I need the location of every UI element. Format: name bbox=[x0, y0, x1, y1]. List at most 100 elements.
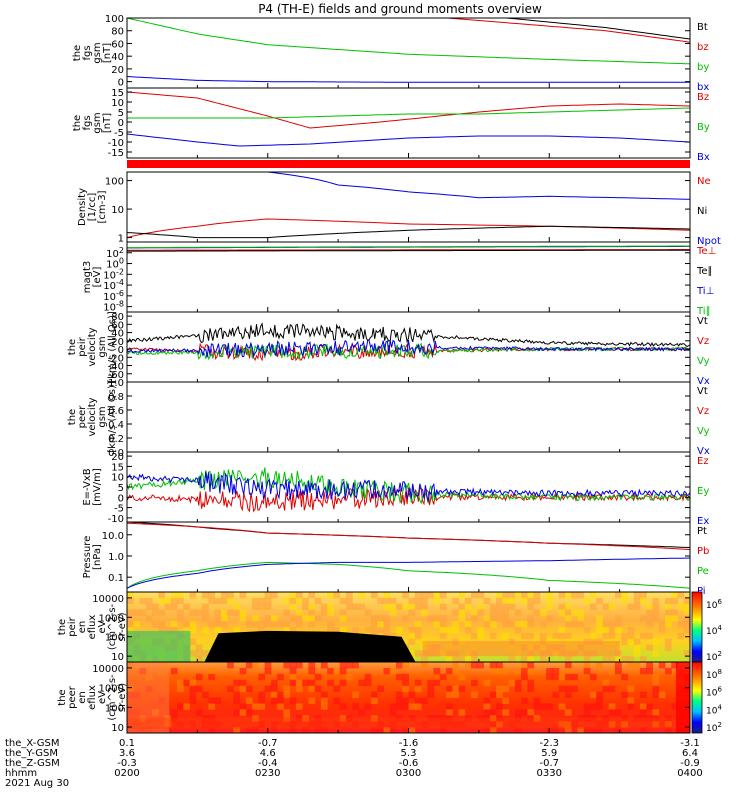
heatmap-cell bbox=[646, 621, 653, 628]
heatmap-cell bbox=[177, 597, 184, 605]
heatmap-cell bbox=[352, 691, 359, 698]
heatmap-cell bbox=[395, 691, 403, 698]
heatmap-cell bbox=[145, 597, 153, 605]
heatmap-cell bbox=[527, 685, 535, 693]
series-line-By bbox=[127, 107, 690, 119]
series-line-Pe bbox=[127, 561, 690, 589]
series-line-bz bbox=[441, 18, 690, 43]
heatmap-cell bbox=[646, 615, 653, 622]
heatmap-cell bbox=[277, 703, 284, 710]
heatmap-cell bbox=[496, 615, 503, 622]
heatmap-cell bbox=[208, 715, 216, 722]
heatmap-cell bbox=[646, 644, 653, 651]
heatmap-cell bbox=[589, 673, 597, 681]
heatmap-cell bbox=[483, 597, 491, 605]
heatmap-cell bbox=[389, 709, 397, 716]
heatmap-cell bbox=[383, 592, 391, 599]
heatmap-cell bbox=[370, 727, 378, 733]
heatmap-cell bbox=[439, 603, 447, 610]
heatmap-cell bbox=[177, 592, 184, 599]
heatmap-cell bbox=[471, 615, 478, 622]
y-axis-label: peer bbox=[67, 685, 78, 709]
heatmap-cell bbox=[170, 597, 178, 605]
heatmap-cell bbox=[414, 650, 422, 657]
heatmap-cell bbox=[220, 615, 228, 622]
heatmap-cell bbox=[564, 662, 572, 669]
heatmap-cell bbox=[170, 667, 178, 675]
legend-entry: Pe bbox=[697, 566, 709, 577]
heatmap-cell bbox=[596, 615, 603, 622]
heatmap-cell bbox=[127, 621, 134, 628]
heatmap-cell bbox=[433, 621, 441, 628]
heatmap-cell bbox=[414, 592, 422, 599]
heatmap-cell bbox=[514, 685, 522, 693]
heatmap-cell bbox=[477, 627, 485, 634]
heatmap-cell bbox=[320, 727, 328, 733]
heatmap-cell bbox=[295, 679, 303, 687]
y-axis-label: eflux bbox=[87, 615, 98, 640]
heatmap-cell bbox=[364, 609, 372, 616]
heatmap-cell bbox=[439, 632, 447, 640]
heatmap-cell bbox=[177, 685, 184, 693]
heatmap-cell bbox=[214, 621, 222, 628]
heatmap-cell bbox=[496, 685, 503, 693]
heatmap-cell bbox=[483, 697, 491, 704]
heatmap-cell bbox=[489, 721, 497, 728]
heatmap-cell bbox=[295, 703, 303, 710]
heatmap-cell bbox=[633, 662, 641, 669]
heatmap-cell bbox=[152, 603, 159, 610]
heatmap-cell bbox=[564, 615, 572, 622]
legend-entry: Ex bbox=[697, 516, 709, 527]
heatmap-cell bbox=[170, 603, 178, 610]
y-axis-label: gsm bbox=[92, 112, 103, 133]
heatmap-cell bbox=[345, 592, 353, 599]
y-axis-label: [km/s (All Qs)] bbox=[107, 381, 118, 453]
x-axis-value: 6.4 bbox=[682, 748, 698, 759]
heatmap-cell bbox=[577, 609, 585, 616]
heatmap-cell bbox=[627, 703, 635, 710]
heatmap-cell bbox=[502, 609, 510, 616]
heatmap-cell bbox=[333, 667, 341, 675]
heatmap-cell bbox=[489, 621, 497, 628]
heatmap-cell bbox=[633, 603, 641, 610]
heatmap-cell bbox=[502, 597, 510, 605]
heatmap-cell bbox=[202, 592, 209, 599]
heatmap-cell bbox=[308, 697, 316, 704]
heatmap-cell bbox=[514, 627, 522, 634]
heatmap-cell bbox=[383, 621, 391, 628]
heatmap-cell bbox=[489, 609, 497, 616]
heatmap-cell bbox=[421, 597, 428, 605]
heatmap-cell bbox=[633, 650, 641, 657]
heatmap-cell bbox=[546, 592, 553, 599]
heatmap-cell bbox=[671, 662, 678, 669]
heatmap-cell bbox=[308, 615, 316, 622]
heatmap-cell bbox=[677, 603, 685, 610]
heatmap-cell bbox=[308, 662, 316, 669]
y-axis-label: Density bbox=[77, 188, 88, 226]
heatmap-cell bbox=[564, 603, 572, 610]
heatmap-cell bbox=[202, 650, 209, 657]
heatmap-cell bbox=[633, 597, 641, 605]
heatmap-low-band bbox=[127, 717, 690, 729]
heatmap-cell bbox=[402, 615, 409, 622]
heatmap-cell bbox=[233, 709, 241, 716]
heatmap-cell bbox=[327, 627, 334, 634]
heatmap-cell bbox=[189, 638, 197, 645]
heatmap-cell bbox=[452, 656, 460, 662]
heatmap-cell bbox=[483, 709, 491, 716]
heatmap-cell bbox=[414, 627, 422, 634]
heatmap-cell bbox=[602, 656, 610, 662]
heatmap-cell bbox=[339, 679, 347, 687]
heatmap-cell bbox=[214, 615, 222, 622]
y-axis-label: the bbox=[67, 409, 78, 425]
heatmap-cell bbox=[358, 592, 366, 599]
heatmap-cell bbox=[589, 703, 597, 710]
heatmap-cell bbox=[283, 709, 291, 716]
date-label: 2021 Aug 30 bbox=[5, 778, 69, 789]
legend-entry: By bbox=[697, 122, 710, 133]
x-axis-value: -0.6 bbox=[399, 758, 419, 769]
y-axis-label: velocity bbox=[87, 397, 98, 436]
x-axis-value: -0.7 bbox=[258, 738, 278, 749]
heatmap-cell bbox=[458, 603, 466, 610]
colorbar-gradient bbox=[691, 591, 703, 663]
